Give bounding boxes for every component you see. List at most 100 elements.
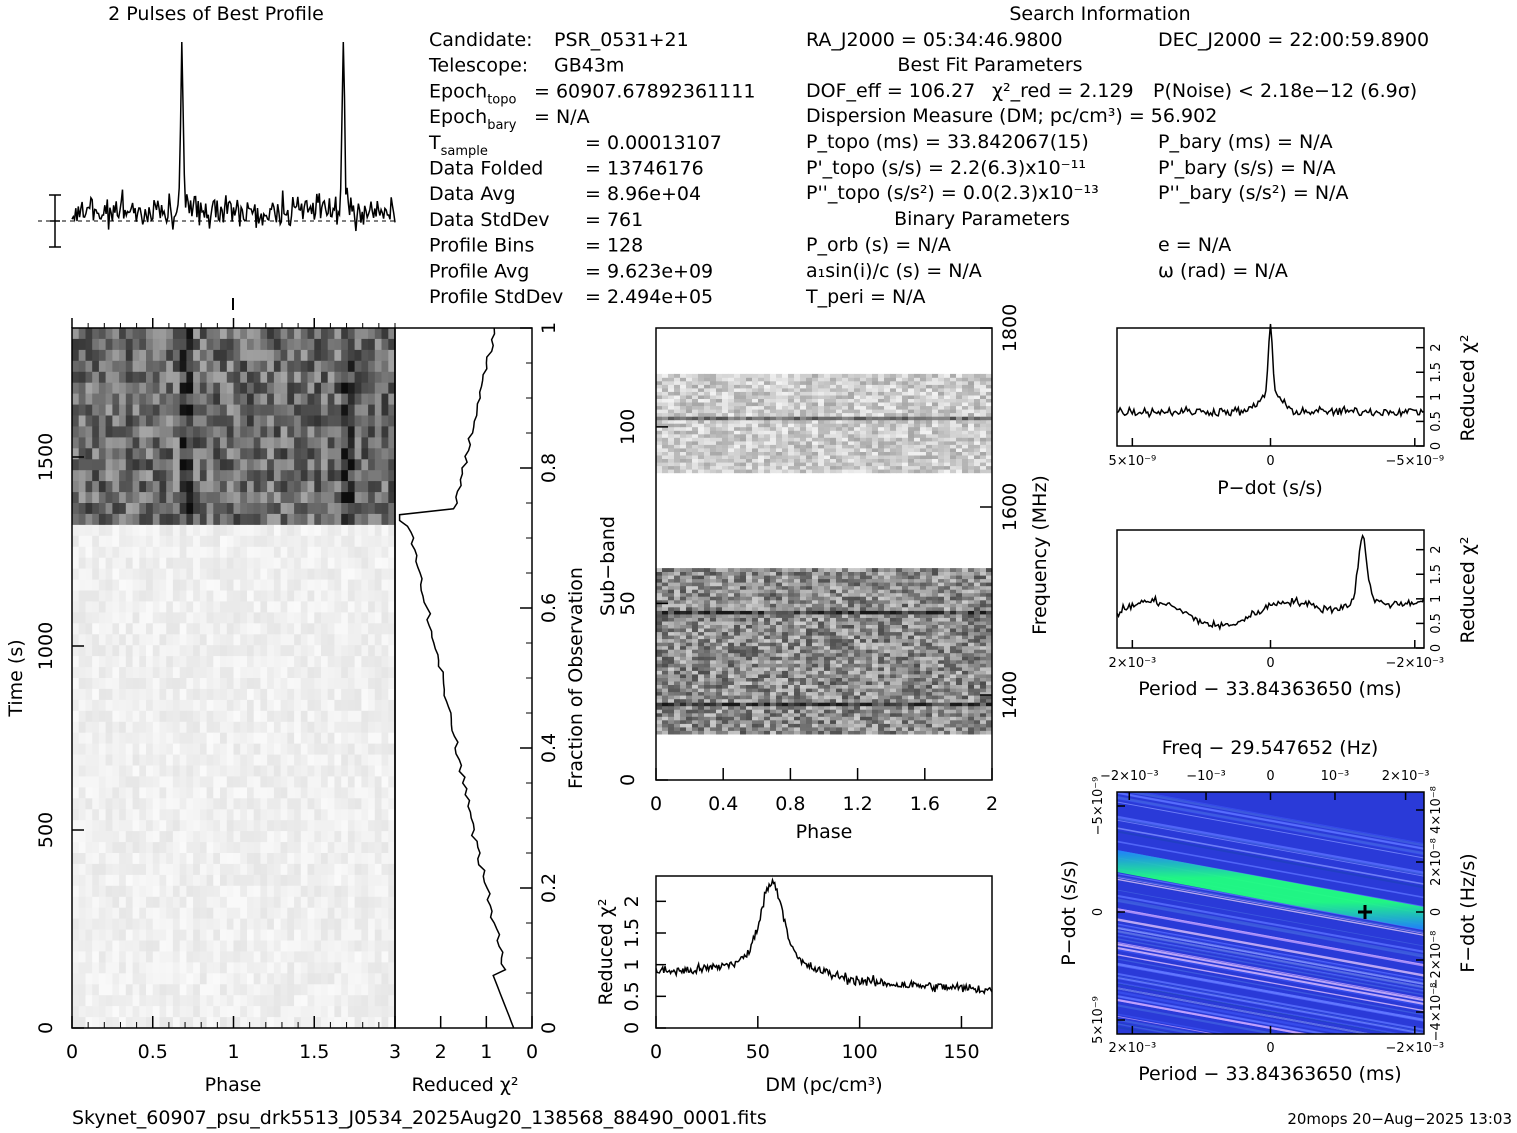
time-phase-cell — [341, 645, 349, 657]
subband-cell — [884, 691, 891, 696]
subband-cell — [890, 716, 897, 721]
time-phase-cell — [347, 623, 356, 635]
info-label-4: Tsample — [428, 132, 488, 159]
subband-cell — [860, 652, 867, 657]
time-phase-cell — [374, 437, 382, 449]
time-phase-cell — [280, 612, 288, 624]
time-phase-cell — [159, 590, 167, 602]
subband-cell — [752, 656, 759, 661]
time-phase-cell — [166, 338, 174, 351]
subband-cell — [878, 698, 885, 703]
subband-cell — [674, 635, 681, 640]
subband-cell — [926, 677, 933, 682]
time-phase-cell — [119, 962, 127, 974]
time-phase-cell — [72, 907, 80, 920]
time-phase-cell — [361, 699, 369, 712]
time-phase-cell — [341, 656, 349, 668]
time-phase-cell — [341, 546, 349, 559]
subband-cell — [734, 712, 741, 717]
time-phase-cell — [152, 831, 160, 843]
time-phase-cell — [172, 678, 181, 690]
subband-cell — [896, 659, 903, 664]
subband-cell — [698, 727, 705, 731]
time-phase-cell — [206, 338, 214, 351]
subband-cell — [680, 674, 687, 678]
time-phase-cell — [381, 524, 389, 537]
time-phase-cell — [341, 612, 349, 624]
time-phase-cell — [213, 557, 221, 570]
subband-cell — [764, 649, 771, 654]
time-phase-cell — [253, 645, 261, 657]
subband-cell — [896, 628, 903, 633]
time-phase-cell — [193, 995, 201, 1007]
time-phase-ylabel: Time (s) — [5, 639, 27, 717]
time-phase-cell — [152, 754, 160, 766]
time-phase-cell — [172, 568, 181, 580]
subband-cell — [656, 684, 663, 689]
time-phase-cell — [300, 765, 308, 777]
time-phase-cell — [253, 503, 261, 515]
subband-cell — [752, 691, 759, 696]
time-phase-cell — [260, 787, 268, 799]
time-phase-cell — [206, 601, 214, 613]
time-phase-cell — [334, 546, 342, 559]
subband-cell — [884, 702, 891, 707]
time-phase-cell — [186, 426, 194, 438]
time-phase-cell — [166, 853, 174, 865]
time-phase-cell — [85, 328, 93, 340]
time-phase-cell — [253, 820, 261, 832]
time-phase-cell — [334, 459, 342, 471]
time-phase-cell — [327, 973, 335, 985]
dof-text: DOF_eff = 106.27 — [806, 80, 975, 102]
time-phase-cell — [321, 918, 329, 930]
ptopo-text: P_topo (ms) = 33.842067(15) — [806, 131, 1089, 153]
subband-cell — [794, 730, 801, 735]
time-phase-cell — [368, 579, 376, 591]
time-phase-cell — [186, 579, 194, 591]
time-phase-cell — [260, 513, 268, 526]
subband-cell — [800, 624, 807, 629]
time-phase-cell — [206, 1017, 214, 1028]
time-phase-cell — [354, 765, 362, 777]
time-phase-cell — [368, 798, 376, 810]
time-phase-cell — [92, 853, 100, 865]
subband-cell — [866, 645, 873, 650]
subband-cell — [860, 702, 867, 707]
time-phase-cell — [72, 754, 80, 766]
time-phase-cell — [172, 1006, 181, 1018]
subband-cell — [902, 688, 909, 693]
time-phase-cell — [92, 470, 100, 482]
subband-cell — [662, 716, 669, 721]
subband-cell — [968, 712, 975, 717]
subband-cell — [680, 705, 687, 710]
subband-cell — [866, 681, 873, 685]
subband-cell — [884, 663, 891, 668]
time-phase-cell — [361, 874, 369, 887]
subband-cell — [722, 674, 729, 678]
subband-cell — [812, 638, 819, 643]
subband-cell — [770, 695, 777, 700]
subband-cell — [980, 716, 987, 721]
time-phase-cell — [125, 765, 133, 777]
time-phase-cell — [307, 918, 315, 930]
subband-cell — [812, 645, 819, 650]
subband-cell — [740, 635, 747, 640]
time-phase-cell — [240, 437, 248, 449]
time-phase-cell — [72, 984, 80, 996]
time-phase-cell — [321, 929, 329, 941]
time-phase-cell — [280, 535, 288, 548]
time-phase-cell — [300, 535, 308, 548]
time-phase-cell — [314, 338, 322, 351]
subband-cell — [884, 688, 891, 693]
time-phase-cell — [334, 929, 342, 941]
subband-cell — [962, 716, 969, 721]
time-phase-cell — [341, 338, 349, 351]
time-phase-ytick-label: 1500 — [35, 433, 57, 481]
time-phase-cell — [139, 579, 147, 591]
time-phase-cell — [327, 765, 335, 777]
time-phase-cell — [199, 831, 208, 843]
time-phase-cell — [92, 973, 100, 985]
time-phase-cell — [334, 973, 342, 985]
time-phase-cell — [388, 678, 395, 690]
subband-cell — [842, 691, 849, 696]
